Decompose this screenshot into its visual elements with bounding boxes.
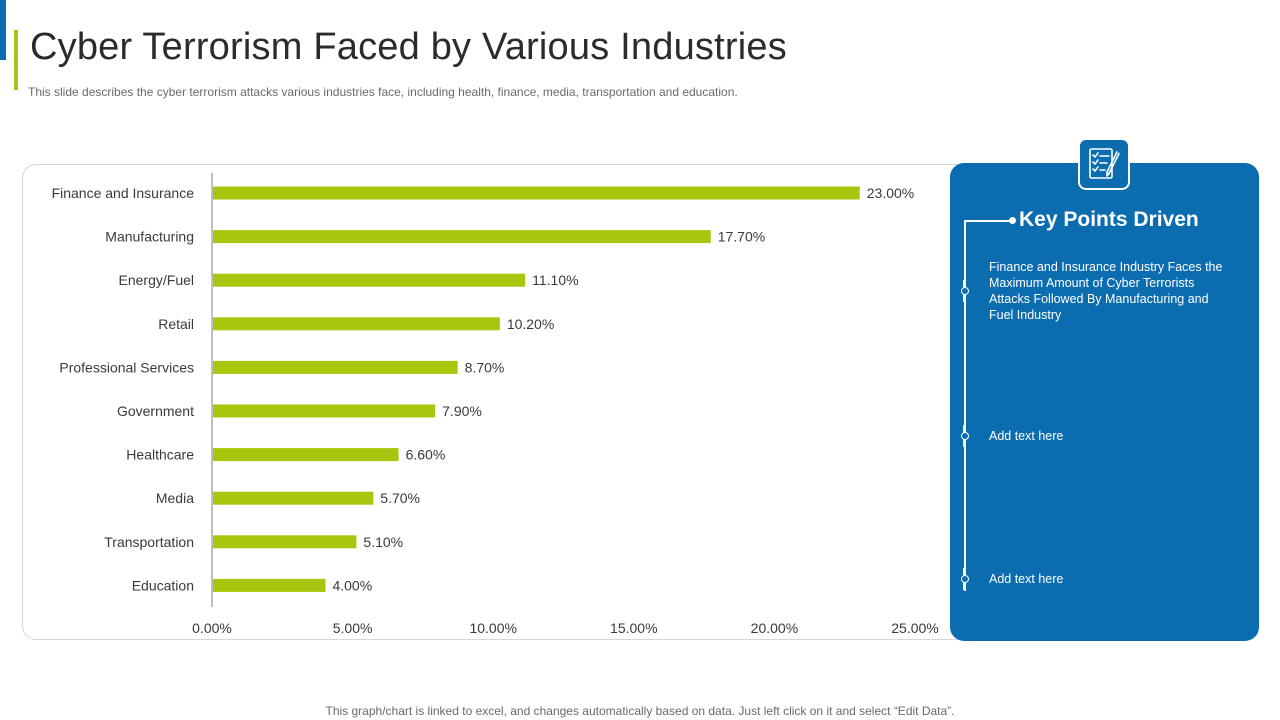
category-label: Media (156, 490, 194, 506)
category-label: Professional Services (59, 359, 194, 375)
bar[interactable] (213, 404, 436, 418)
data-label: 23.00% (867, 185, 914, 201)
category-label: Transportation (104, 534, 194, 550)
x-tick-label: 10.00% (469, 620, 516, 636)
data-label: 17.70% (718, 229, 765, 245)
bar[interactable] (213, 230, 711, 244)
timeline-node (961, 287, 969, 295)
timeline-line (964, 221, 966, 591)
bar[interactable] (213, 273, 526, 287)
data-label: 5.70% (380, 490, 420, 506)
key-points-heading: Key Points Driven (1019, 208, 1199, 231)
x-tick-label: 15.00% (610, 620, 657, 636)
category-label: Healthcare (126, 447, 194, 463)
key-point-1: Finance and Insurance Industry Faces the… (989, 260, 1223, 322)
x-tick-label: 20.00% (751, 620, 798, 636)
category-label: Retail (158, 316, 194, 332)
data-label: 6.60% (406, 447, 446, 463)
category-label: Education (132, 577, 194, 593)
category-label: Energy/Fuel (119, 272, 194, 288)
title-accent-blue (0, 0, 6, 60)
timeline-node (961, 575, 969, 583)
category-label: Finance and Insurance (52, 185, 195, 201)
bar[interactable] (213, 578, 326, 592)
page-subtitle: This slide describes the cyber terrorism… (28, 85, 738, 99)
bar[interactable] (213, 535, 357, 549)
timeline-connector (964, 220, 1012, 222)
bar[interactable] (213, 186, 860, 200)
data-label: 5.10% (363, 534, 403, 550)
footer-note: This graph/chart is linked to excel, and… (325, 704, 955, 718)
data-label: 11.10% (532, 272, 578, 288)
title-accent-green (14, 30, 18, 90)
x-tick-label: 5.00% (333, 620, 373, 636)
key-points-panel (950, 163, 1259, 641)
category-label: Government (117, 403, 194, 419)
x-tick-label: 0.00% (192, 620, 232, 636)
timeline-node (961, 432, 969, 440)
bar-chart[interactable]: Finance and Insurance 23.00% Manufacturing… (23, 165, 1023, 641)
data-label: 7.90% (442, 403, 482, 419)
bar[interactable] (213, 360, 458, 374)
checklist-icon (1078, 138, 1130, 190)
page-title: Cyber Terrorism Faced by Various Industr… (30, 26, 787, 68)
data-label: 8.70% (465, 359, 505, 375)
key-point-2: Add text here (989, 429, 1064, 443)
bar[interactable] (213, 317, 500, 331)
chart-panel[interactable]: Finance and Insurance 23.00% Manufacturing… (22, 164, 1022, 640)
x-tick-label: 25.00% (891, 620, 938, 636)
data-label: 10.20% (507, 316, 554, 332)
category-label: Manufacturing (105, 229, 194, 245)
bar[interactable] (213, 491, 374, 505)
heading-dot (1009, 217, 1016, 224)
bar[interactable] (213, 448, 399, 462)
key-point-3: Add text here (989, 572, 1064, 586)
data-label: 4.00% (332, 577, 372, 593)
